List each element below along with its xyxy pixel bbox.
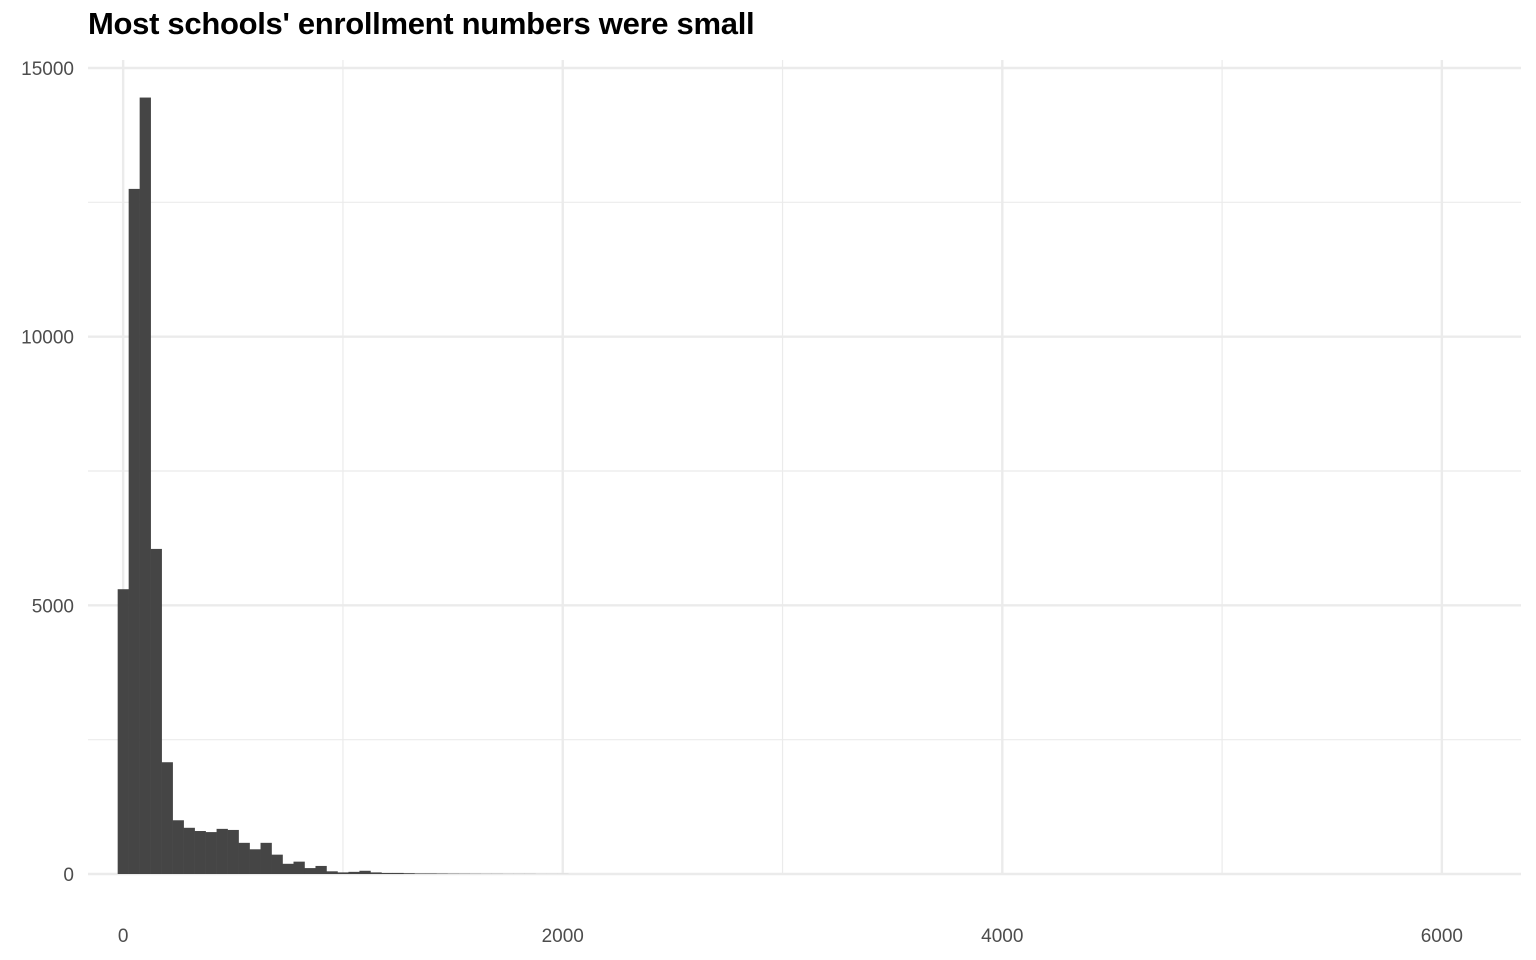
histogram-bar	[425, 873, 437, 874]
histogram-bar	[139, 97, 151, 874]
histogram-bar	[337, 872, 349, 874]
histogram-bar	[359, 870, 371, 874]
histogram-bar	[370, 872, 382, 874]
histogram-bar	[150, 548, 162, 874]
histogram-bar	[326, 871, 338, 874]
histogram-bar	[183, 827, 195, 874]
histogram-bar	[238, 842, 250, 874]
histogram-bar	[315, 865, 327, 874]
x-axis-tick-labels: 0 2000 4000 6000	[118, 926, 1463, 947]
histogram-bar	[282, 863, 294, 874]
histogram-bar	[304, 868, 316, 874]
x-tick-label: 0	[118, 926, 129, 947]
histogram-bar	[260, 842, 272, 874]
histogram-bar	[293, 861, 305, 874]
histogram-bar	[403, 873, 415, 874]
histogram-bar	[117, 589, 129, 874]
y-axis-tick-labels: 0 5000 10000 15000	[21, 59, 74, 886]
chart-title: Most schools' enrollment numbers were sm…	[88, 6, 755, 41]
x-tick-label: 2000	[542, 926, 584, 947]
histogram-bar	[392, 872, 404, 874]
y-tick-label: 10000	[21, 328, 74, 349]
histogram-bar	[205, 832, 217, 874]
histogram-bar	[161, 762, 173, 874]
histogram-bars	[117, 97, 569, 874]
grid-lines	[88, 60, 1521, 876]
histogram-bar	[216, 828, 228, 874]
histogram-bar	[227, 829, 239, 874]
x-tick-label: 4000	[981, 926, 1023, 947]
y-tick-label: 15000	[21, 59, 74, 80]
histogram-bar	[271, 854, 283, 874]
histogram-bar	[249, 849, 261, 874]
histogram-bar	[172, 820, 184, 874]
x-tick-label: 6000	[1421, 926, 1463, 947]
histogram-bar	[414, 873, 426, 874]
histogram-bar	[194, 831, 206, 874]
histogram-bar	[348, 871, 360, 874]
histogram-bar	[381, 872, 393, 874]
y-tick-label: 0	[63, 865, 74, 886]
y-tick-label: 5000	[32, 596, 74, 617]
histogram-bar	[128, 188, 140, 874]
